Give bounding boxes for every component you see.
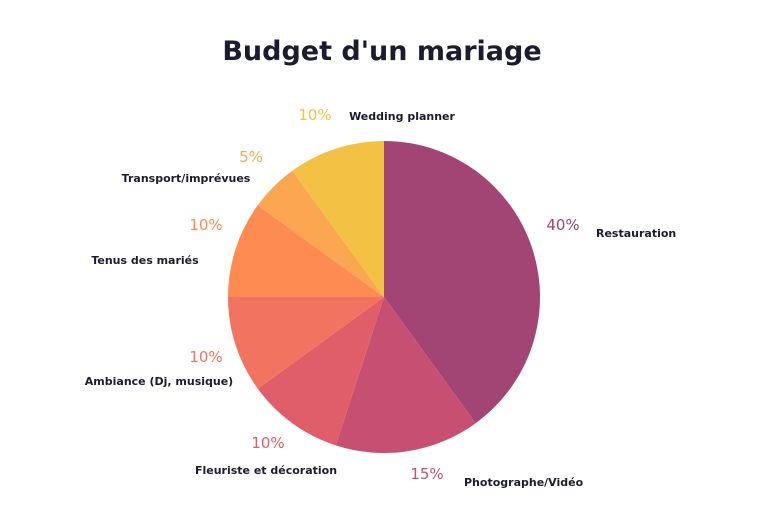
- pie-category-label: Fleuriste et décoration: [195, 464, 337, 477]
- pie-category-label: Ambiance (Dj, musique): [85, 375, 233, 388]
- pie-category-label: Wedding planner: [349, 110, 455, 123]
- chart-title: Budget d'un mariage: [222, 36, 541, 67]
- pie-percent-label: 10%: [298, 106, 331, 124]
- pie-slices: [228, 141, 541, 453]
- pie-category-label: Transport/imprévues: [122, 172, 251, 185]
- pie-slice-fleuriste-et-decoration: [257, 297, 384, 446]
- pie-percent-label: 40%: [546, 216, 579, 234]
- pie-labels: 40% Restauration 15% Photographe/Vidéo 10% Fl…: [85, 106, 676, 489]
- pie-percent-label: 10%: [251, 434, 284, 452]
- pie-slice-wedding-planner: [292, 141, 384, 297]
- pie-category-label: Restauration: [596, 227, 676, 240]
- pie-slice-restauration: [384, 141, 541, 424]
- pie-slice-photographe-video: [335, 297, 476, 453]
- pie-percent-label: 10%: [189, 348, 222, 366]
- pie-slice-ambiance-dj-musique: [228, 297, 384, 389]
- pie-slice-tenus-des-maries: [228, 205, 384, 297]
- pie-slice-transport-imprevues: [257, 170, 384, 297]
- pie-percent-label: 5%: [239, 148, 263, 166]
- pie-category-label: Photographe/Vidéo: [464, 476, 584, 489]
- pie-percent-label: 10%: [189, 216, 222, 234]
- pie-percent-label: 15%: [410, 465, 443, 483]
- pie-category-label: Tenus des mariés: [91, 254, 199, 267]
